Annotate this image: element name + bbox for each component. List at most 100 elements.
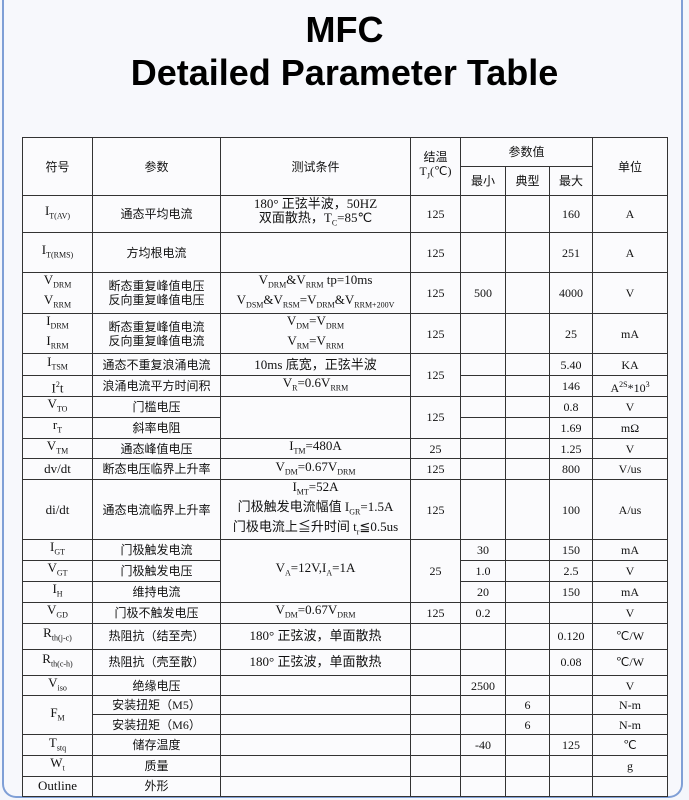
table-cell: VDRM VRRM [22,272,93,314]
table-cell: ITM=480A [220,437,411,460]
text-segment: &V [286,272,306,288]
cell-text: 251 [562,245,580,260]
text-segment: DM [284,610,298,620]
text-segment: *10 [627,380,646,395]
text-segment: DM [284,467,298,477]
table-cell: 125 [410,458,461,481]
cell-text: 500 [474,286,492,300]
table-cell: 800 [549,458,593,481]
cell-text: ℃/W [615,655,645,670]
cell-text: N-m [619,698,641,713]
cell-text: 1.25 [560,441,582,456]
table-cell: 6 [505,695,550,716]
table-cell: 质量 [92,755,221,777]
table-cell: VGT [22,560,93,582]
cell-line: Viso [25,676,90,695]
table-cell: A [592,195,668,233]
header-cell: 最小 [460,166,506,196]
table-cell: V [592,601,668,624]
text-segment: =0.67V [297,602,338,617]
cell-text: 125 [562,738,580,753]
cell-text: 125 [426,326,445,341]
table-cell [505,396,550,418]
table-row: VTM 通态峰值电压 ITM=480A 25 1.25 V [22,437,668,460]
parameter-table: 符号 参数 测试条件 结温 TJ(℃) 参数值 单位 最小 典型 最大 IT(AV) 通态平均电流 18… [22,137,668,797]
text-segment: I [51,379,56,395]
table-cell: IDRM IRRM [22,312,93,355]
text-segment: V [47,396,57,412]
table-cell [549,775,593,797]
table-cell [505,375,550,398]
text-segment: tp=10ms [323,272,373,288]
text-segment: DRM [316,300,335,310]
table-cell [410,714,461,736]
table-cell [410,755,461,777]
table-row: Rth(c-h) 热阻抗（壳至散） 180° 正弦波，单面散热 0.08 ℃/W [22,648,668,676]
table-row: IDRM IRRM 断态重复峰值电流 反向重复峰值电流 VDM=VDRM VRM=VRRM… [22,312,668,355]
text-segment: 双面散热，T [258,210,332,226]
table-cell: 通态峰值电压 [92,437,221,460]
table-cell: mA [592,580,668,603]
text-segment: R [292,383,298,393]
table-cell: 2500 [460,674,506,697]
cell-line: VDM=0.67VDRM [223,460,408,479]
table-row: IGT 门极触发电流 VA=12V,IA=1A 25 30 150 mA [22,539,668,603]
cell-text: 0.08 [560,655,582,670]
table-cell: 180° 正弦波，单面散热 [220,622,411,650]
table-cell: 绝缘电压 [92,674,221,697]
text-segment: T [57,425,63,435]
table-cell: 1.25 [549,437,593,460]
cell-text: 门极触发电流 [120,543,193,558]
text-segment: V [236,292,247,307]
table-cell: 251 [549,232,593,273]
table-cell [460,458,506,481]
table-cell [505,232,550,273]
cell-text: V [625,441,635,456]
cell-text: KA [621,357,639,372]
cell-line: 门极电流上≦升时间 tr≦0.5us [223,519,408,539]
table-cell: ℃ [592,734,668,757]
cell-text: 外形 [144,779,169,794]
table-cell: 2.5 [549,560,593,582]
cell-text: 参数 [144,159,169,174]
table-cell [460,437,506,460]
text-segment: I [46,313,51,328]
table-cell: ℃/W [592,648,668,676]
text-segment: I [47,353,52,369]
text-segment: GD [56,610,68,620]
table-cell: N-m [592,714,668,736]
cell-text: 30 [477,543,489,558]
cell-text: 单位 [617,159,642,174]
cell-line: VDRM&VRRM tp=10ms [223,272,408,294]
cell-line: A2S*103 [595,378,665,395]
table-cell: 0.120 [549,622,593,650]
cell-text: 门槛电压 [132,399,181,414]
cell-text: mA [621,326,639,341]
table-cell: Rth(c-h) [22,648,93,676]
cell-line: IH [25,582,90,601]
table-cell [505,353,550,377]
cell-text: 125 [426,245,445,260]
text-segment: RRM [330,383,349,393]
table-cell: 500 [460,272,506,314]
text-segment: V [286,313,297,328]
text-segment: r [52,417,58,432]
table-cell [505,755,550,777]
text-segment: DM [296,321,310,331]
text-segment: stq [56,743,67,753]
text-segment: 结温 [423,149,448,164]
cell-text: V [625,563,635,578]
text-segment: A [284,568,291,578]
cell-text: A [625,207,635,221]
table-cell: 125 [549,734,593,757]
table-cell: 热阻抗（结至壳） [92,622,221,650]
table-cell: VGD [22,601,93,624]
cell-text: 150 [562,584,580,599]
table-cell: 150 [549,539,593,562]
table-cell [460,755,506,777]
table-cell: Wt [22,755,93,777]
table-cell [549,674,593,697]
table-cell [592,775,668,797]
text-segment: V [282,375,293,391]
cell-text: g [627,759,633,774]
